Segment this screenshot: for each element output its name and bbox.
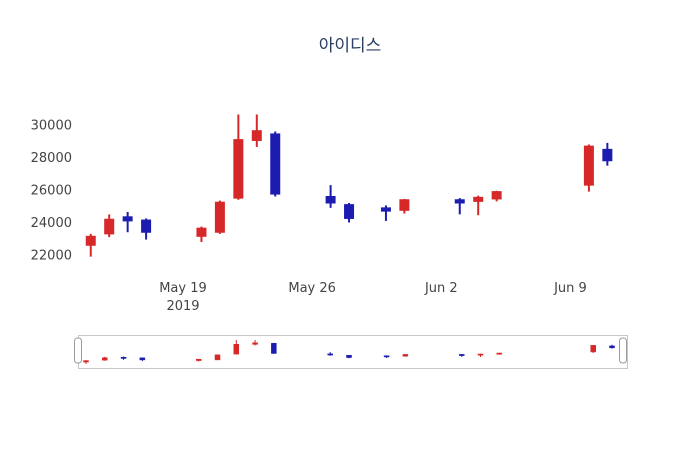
rangeslider-candle-2019-05-31	[402, 354, 409, 357]
x-tick-label: May 26	[288, 281, 336, 296]
candle-2019-05-15	[104, 214, 115, 238]
candle-2019-06-04	[473, 195, 484, 216]
rangeslider-candle-2019-06-11	[609, 344, 615, 349]
rangeslider-candle-2019-06-10	[590, 345, 596, 354]
candle-2019-06-03	[454, 198, 465, 215]
rangeslider-candle-2019-05-14	[83, 360, 89, 364]
candle-2019-05-30	[380, 205, 391, 221]
rangeslider-candle-2019-05-24	[271, 342, 277, 354]
rangeslider-candle-2019-05-17	[139, 357, 146, 362]
candle-2019-05-28	[344, 203, 355, 223]
chart-title: 아이디스	[318, 36, 382, 56]
x-tick-label: Jun 2	[424, 281, 458, 296]
candle-2019-06-11	[602, 142, 613, 166]
rangeslider-candle-2019-05-15	[102, 356, 108, 361]
candle-2019-05-17	[141, 218, 152, 240]
y-tick-label: 28000	[31, 151, 72, 166]
rangeslider-handle-right[interactable]	[619, 337, 627, 364]
rangeslider-candle-2019-05-27	[327, 351, 333, 356]
candle-2019-05-14	[85, 233, 96, 257]
candle-2019-06-05	[491, 190, 502, 202]
y-tick-label: 24000	[31, 216, 72, 231]
rangeslider-candle-2019-05-16	[120, 356, 127, 360]
plot-area[interactable]	[80, 98, 634, 274]
rangeslider-candle-2019-06-04	[477, 353, 484, 358]
x-tick-label: 2019	[166, 299, 199, 314]
candle-2019-05-23	[251, 114, 262, 147]
rangeslider-candle-2019-06-05	[496, 352, 503, 355]
rangeslider-candle-2019-05-23	[252, 340, 258, 346]
rangeslider-track[interactable]	[78, 335, 628, 369]
candle-2019-05-24	[270, 131, 281, 197]
rangeslider-handle-left[interactable]	[74, 337, 82, 364]
rangeslider-candle-2019-05-22	[233, 340, 240, 355]
candle-2019-05-27	[325, 185, 336, 208]
y-tick-label: 22000	[31, 249, 72, 264]
candle-2019-06-10	[583, 144, 594, 192]
candle-2019-05-31	[399, 198, 410, 214]
rangeslider-candle-2019-05-21	[214, 354, 221, 361]
candle-2019-05-21	[214, 200, 225, 234]
rangeslider-candle-2019-05-28	[346, 354, 352, 359]
rangeslider-candle-2019-06-03	[458, 354, 465, 357]
x-tick-label: Jun 9	[553, 281, 587, 296]
rangeslider-candle-2019-05-30	[383, 355, 390, 358]
y-tick-label: 30000	[31, 119, 72, 134]
candle-2019-05-20	[196, 226, 207, 242]
x-tick-label: May 19	[159, 281, 207, 296]
y-tick-label: 26000	[31, 184, 72, 199]
rangeslider-candle-2019-05-20	[195, 358, 202, 362]
candle-2019-05-22	[233, 114, 244, 200]
candle-2019-05-16	[122, 211, 133, 233]
